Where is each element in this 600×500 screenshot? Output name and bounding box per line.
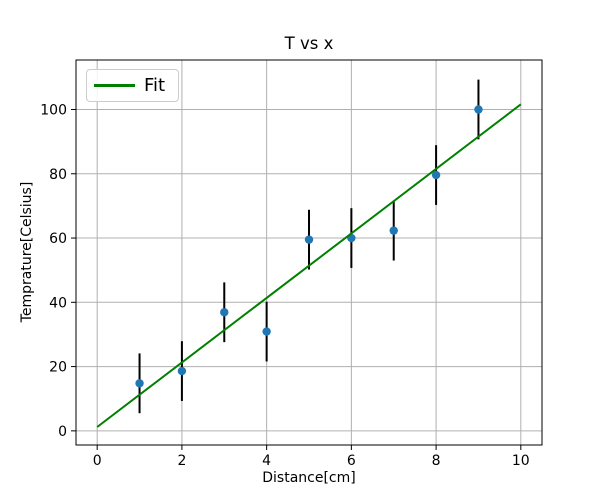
x-tick-label: 2 [177, 453, 186, 469]
x-tick-label: 6 [347, 453, 356, 469]
y-tick-label: 60 [49, 231, 67, 247]
data-point [220, 308, 229, 317]
data-point [304, 235, 314, 244]
chart-title: T vs x [284, 34, 334, 53]
legend-fit-line-sample [94, 84, 135, 87]
legend-fit-label: Fit [144, 75, 166, 96]
x-tick-label: 4 [262, 453, 271, 469]
y-tick-label: 100 [40, 102, 67, 118]
data-point [177, 366, 187, 376]
y-tick-label: 40 [49, 295, 67, 311]
fit-line [96, 103, 522, 428]
data-point [474, 105, 483, 114]
x-tick-label: 0 [93, 453, 102, 469]
x-tick-label: 10 [512, 453, 530, 469]
data-point [262, 327, 271, 336]
y-axis-label: Temprature[Celsius] [19, 181, 35, 323]
axes-border [75, 59, 543, 446]
y-tick-label: 20 [49, 360, 67, 376]
data-point [389, 226, 398, 235]
data-point [135, 379, 144, 388]
x-tick-label: 8 [432, 453, 441, 469]
data-point [431, 170, 441, 180]
y-tick-label: 80 [49, 167, 67, 183]
y-tick-label: 0 [58, 424, 67, 440]
x-axis-label: Distance[cm] [262, 470, 356, 486]
legend: Fit [86, 69, 179, 102]
